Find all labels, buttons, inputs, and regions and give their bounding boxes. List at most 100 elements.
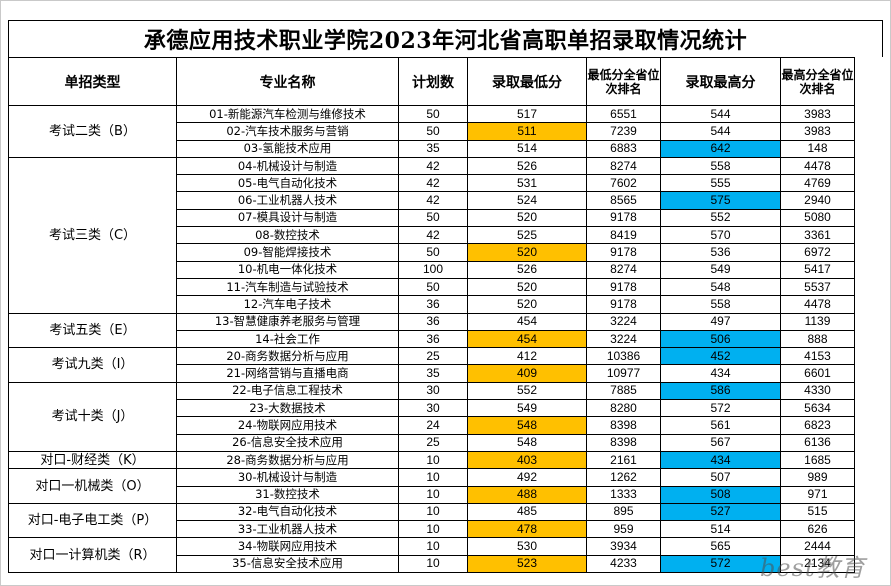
table-row: 33-工业机器人技术 10 478 959 514 626 — [9, 520, 855, 539]
max-rank-cell: 4478 — [780, 156, 855, 176]
header-type: 单招类型 — [8, 57, 177, 106]
major-cell: 22-电子信息工程技术 — [176, 381, 399, 401]
major-cell: 30-机械设计与制造 — [176, 468, 399, 487]
exam-type-cell: 对口-财经类（K） — [8, 450, 177, 470]
major-cell: 10-机电一体化技术 — [176, 260, 399, 279]
min-rank-cell: 10386 — [586, 347, 661, 366]
plan-count-cell: 10 — [398, 520, 468, 539]
major-cell: 07-模具设计与制造 — [176, 208, 399, 228]
min-score-cell: 530 — [467, 537, 587, 556]
header-min-score: 录取最低分 — [467, 57, 587, 106]
header-plan: 计划数 — [398, 57, 468, 106]
min-score-cell: 409 — [467, 364, 587, 383]
min-rank-cell: 4233 — [586, 554, 661, 574]
max-score-cell: 536 — [660, 243, 781, 262]
max-rank-cell: 6972 — [780, 243, 855, 262]
major-cell: 20-商务数据分析与应用 — [176, 347, 399, 366]
min-rank-cell: 8398 — [586, 433, 661, 452]
table-row: 考试二类（B） 01-新能源汽车检测与维修技术 50 517 6551 544 3983 — [8, 104, 855, 158]
major-cell: 03-氢能技术应用 — [176, 139, 399, 158]
major-cell: 32-电气自动化技术 — [176, 502, 399, 522]
max-rank-cell: 5417 — [780, 260, 855, 279]
min-rank-cell: 2161 — [586, 450, 661, 470]
plan-count-cell: 36 — [398, 295, 468, 314]
table-title-cell: 承德应用技术职业学院2023年河北省高职单招录取情况统计 — [8, 20, 883, 57]
max-score-cell: 497 — [660, 312, 781, 331]
major-cell: 04-机械设计与制造 — [176, 156, 399, 176]
header-min-rank: 最低分全省位次排名 — [586, 57, 661, 106]
plan-count-cell: 50 — [398, 243, 468, 262]
max-rank-cell: 6136 — [780, 433, 855, 452]
exam-type-cell: 考试二类（B） — [8, 105, 177, 158]
max-rank-cell: 4153 — [780, 347, 855, 366]
min-score-cell: 511 — [467, 122, 587, 141]
max-score-cell: 508 — [660, 485, 781, 504]
max-rank-cell: 4478 — [780, 295, 855, 314]
table-row: 02-汽车技术服务与营销 50 511 7239 544 3983 — [9, 122, 855, 141]
max-score-cell: 561 — [660, 416, 781, 435]
min-rank-cell: 1333 — [586, 485, 661, 504]
max-rank-cell: 2444 — [780, 537, 855, 556]
plan-count-cell: 10 — [398, 450, 468, 470]
max-rank-cell: 3983 — [780, 122, 855, 141]
plan-count-cell: 30 — [398, 399, 468, 418]
min-score-cell: 403 — [467, 450, 587, 470]
max-score-cell: 552 — [660, 208, 781, 228]
min-score-cell: 524 — [467, 191, 587, 210]
exam-type-cell: 考试十类（J） — [8, 381, 177, 452]
min-score-cell: 548 — [467, 433, 587, 452]
min-rank-cell: 8274 — [586, 156, 661, 176]
major-cell: 24-物联网应用技术 — [176, 416, 399, 435]
table-row: 05-电气自动化技术 42 531 7602 555 4769 — [9, 174, 855, 193]
major-cell: 09-智能焊接技术 — [176, 243, 399, 262]
min-score-cell: 520 — [467, 295, 587, 314]
min-score-cell: 531 — [467, 174, 587, 193]
table-row: 对口一机械类（O） 30-机械设计与制造 10 492 1262 507 989 — [8, 468, 855, 504]
max-rank-cell: 148 — [780, 139, 855, 158]
major-cell: 06-工业机器人技术 — [176, 191, 399, 210]
min-score-cell: 523 — [467, 554, 587, 574]
major-cell: 35-信息安全技术应用 — [176, 554, 399, 574]
header-major: 专业名称 — [176, 57, 399, 106]
min-score-cell: 514 — [467, 139, 587, 158]
max-rank-cell: 5537 — [780, 277, 855, 297]
plan-count-cell: 25 — [398, 433, 468, 452]
max-score-cell: 570 — [660, 226, 781, 245]
min-rank-cell: 9178 — [586, 277, 661, 297]
max-score-cell: 452 — [660, 347, 781, 366]
major-cell: 11-汽车制造与试验技术 — [176, 277, 399, 297]
max-rank-cell: 6823 — [780, 416, 855, 435]
max-rank-cell: 3361 — [780, 226, 855, 245]
max-rank-cell: 2940 — [780, 191, 855, 210]
exam-type-cell: 对口-电子电工类（P） — [8, 502, 177, 539]
max-rank-cell: 3983 — [780, 104, 855, 124]
min-rank-cell: 3934 — [586, 537, 661, 556]
min-rank-cell: 1262 — [586, 468, 661, 487]
table-body: 考试二类（B） 01-新能源汽车检测与维修技术 50 517 6551 544 3983 02… — [8, 104, 855, 574]
min-score-cell: 549 — [467, 399, 587, 418]
max-score-cell: 527 — [660, 502, 781, 522]
table-row: 对口一计算机类（R） 34-物联网应用技术 10 530 3934 565 2444 — [8, 537, 855, 574]
plan-count-cell: 10 — [398, 537, 468, 556]
min-rank-cell: 7239 — [586, 122, 661, 141]
max-rank-cell: 626 — [780, 520, 855, 539]
min-rank-cell: 7602 — [586, 174, 661, 193]
max-rank-cell: 5080 — [780, 208, 855, 228]
min-rank-cell: 8419 — [586, 226, 661, 245]
max-score-cell: 434 — [660, 364, 781, 383]
max-score-cell: 514 — [660, 520, 781, 539]
header-max-rank: 最高分全省位次排名 — [780, 57, 855, 106]
exam-type-cell: 对口一机械类（O） — [8, 468, 177, 504]
plan-count-cell: 50 — [398, 208, 468, 228]
max-score-cell: 434 — [660, 450, 781, 470]
min-rank-cell: 9178 — [586, 243, 661, 262]
exam-type-cell: 对口一计算机类（R） — [8, 537, 177, 574]
table-row: 12-汽车电子技术 36 520 9178 558 4478 — [9, 295, 855, 314]
max-rank-cell: 888 — [780, 329, 855, 349]
major-cell: 33-工业机器人技术 — [176, 520, 399, 539]
max-rank-cell: 1139 — [780, 312, 855, 331]
plan-count-cell: 42 — [398, 191, 468, 210]
max-rank-cell: 5634 — [780, 399, 855, 418]
min-score-cell: 526 — [467, 260, 587, 279]
major-cell: 31-数控技术 — [176, 485, 399, 504]
